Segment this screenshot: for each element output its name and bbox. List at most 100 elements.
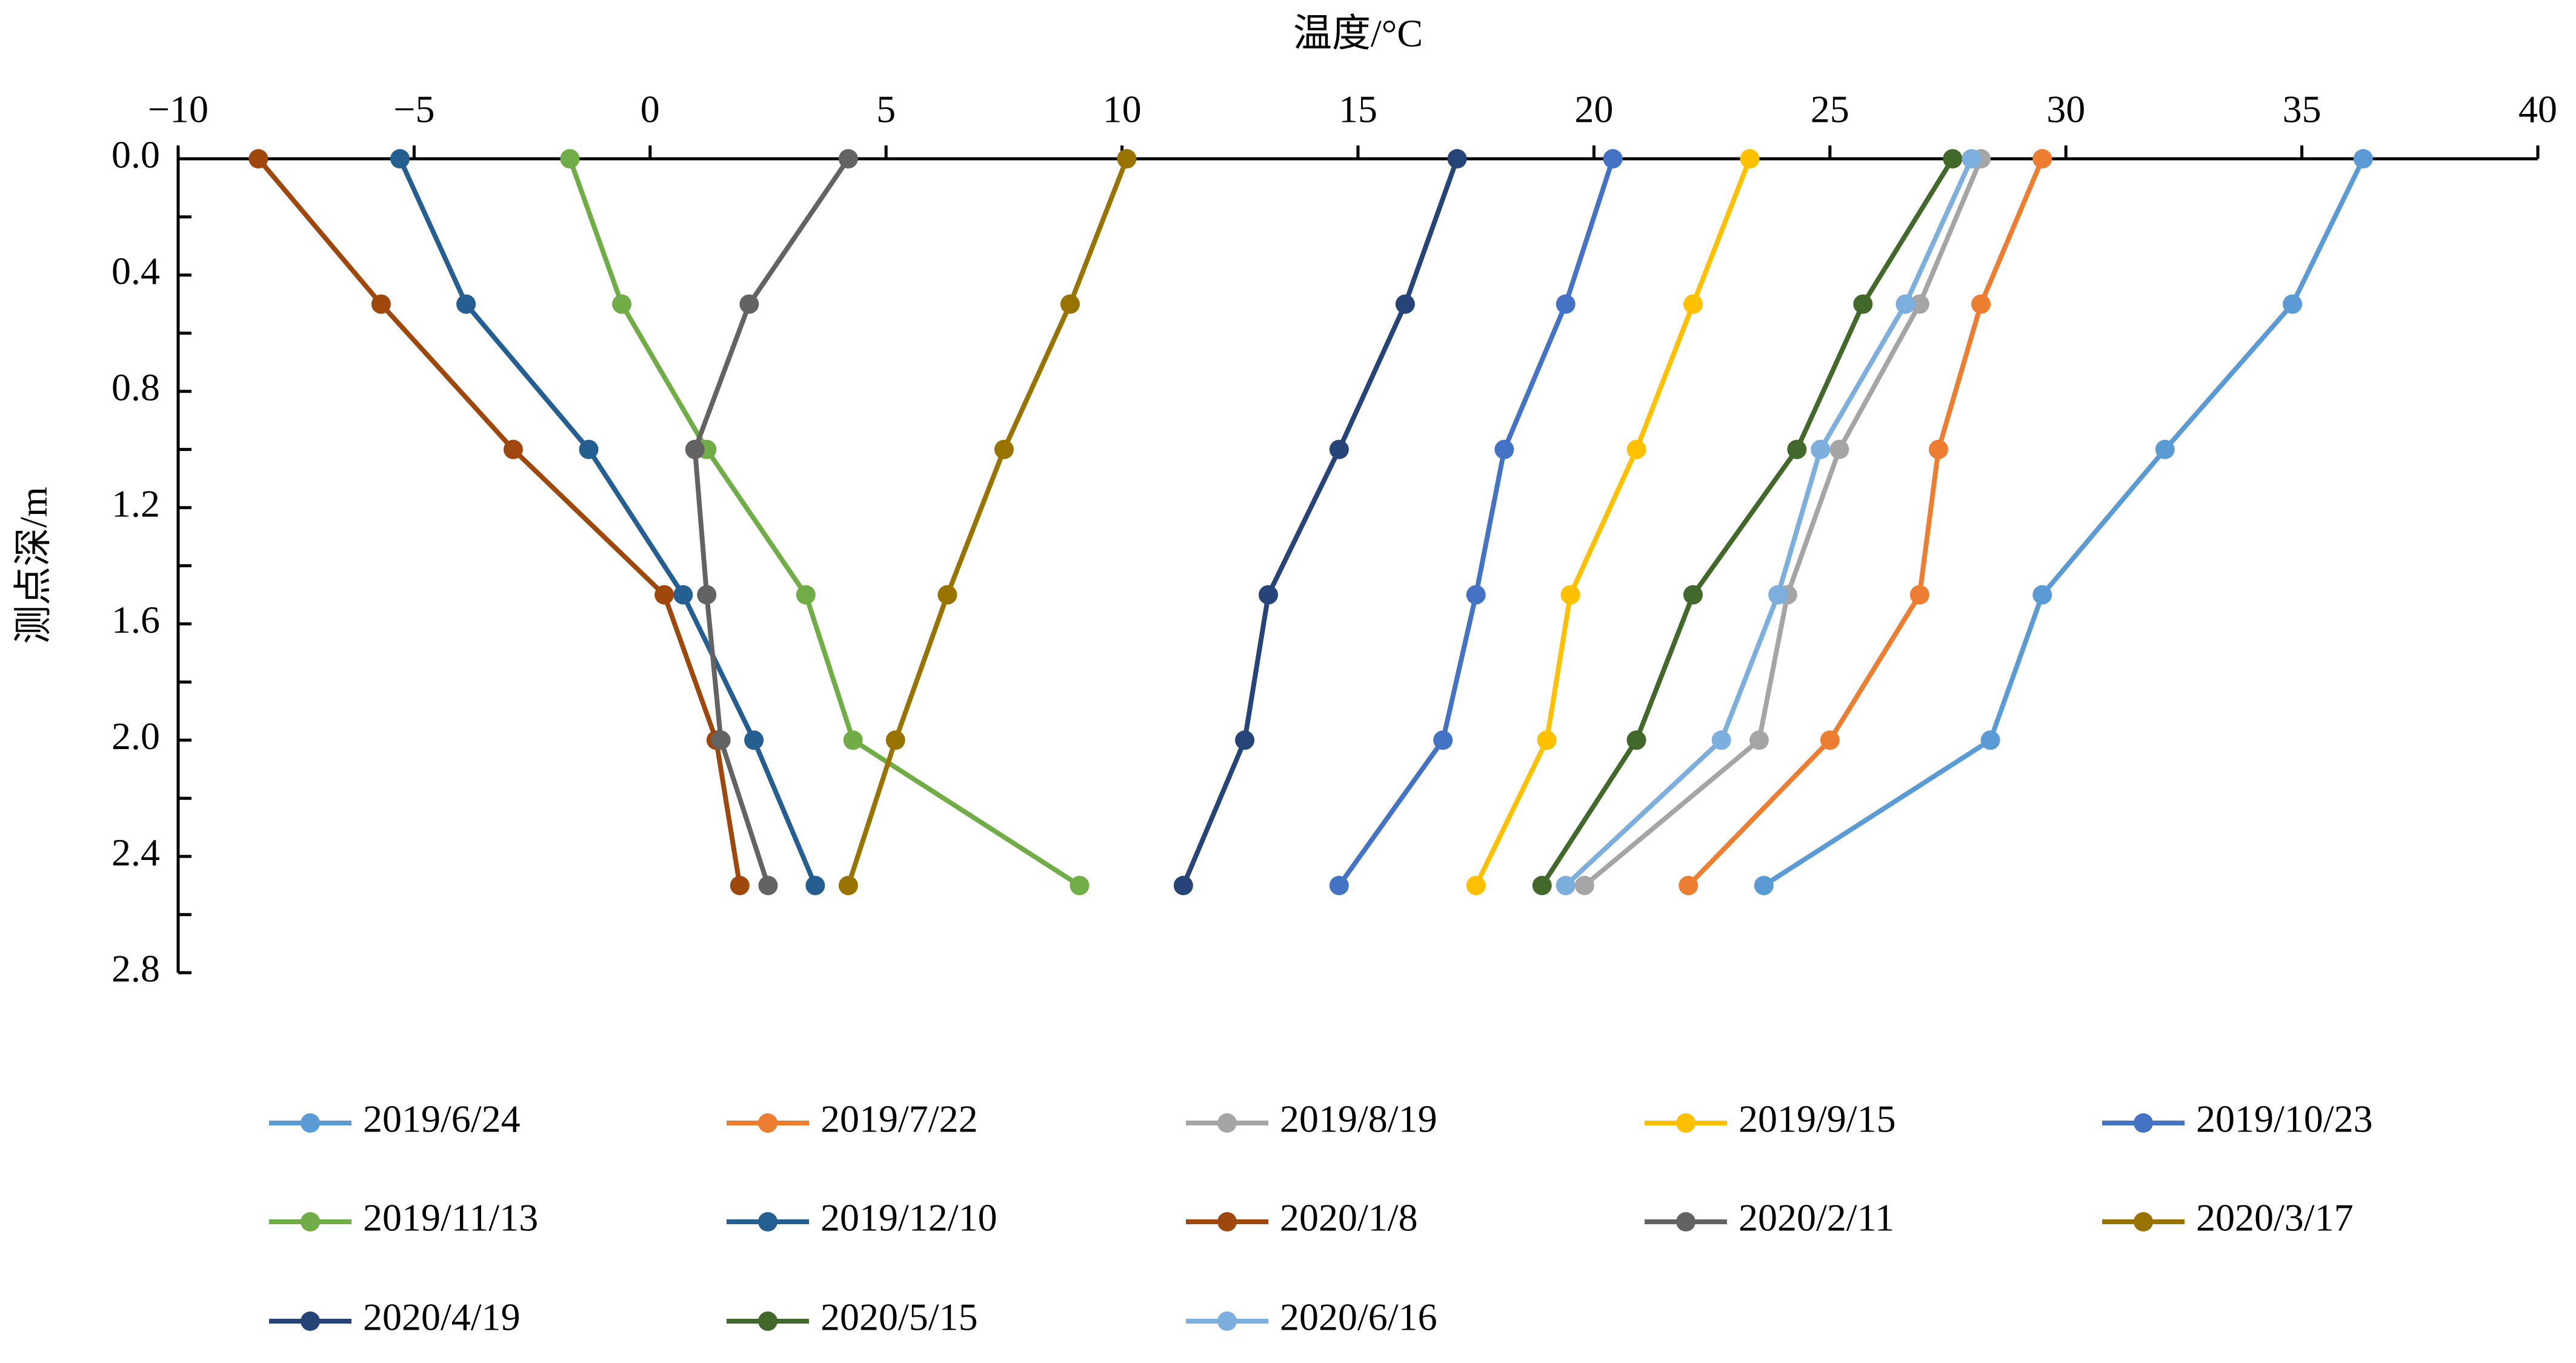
data-point [1395,294,1415,314]
legend-label: 2020/1/8 [1280,1196,1418,1239]
data-point [1556,294,1576,314]
data-point [248,149,268,168]
data-point [1971,294,1991,314]
data-point [838,149,858,168]
legend-label: 2020/3/17 [2196,1196,2354,1239]
data-point [371,294,391,314]
data-point [885,730,905,750]
series-line [846,158,1130,887]
x-tick-label: −5 [393,88,434,131]
y-tick-label: 2.8 [111,947,160,990]
legend-swatch-marker [758,1311,777,1331]
legend-swatch-marker [301,1113,320,1133]
legend-swatch-marker [1676,1113,1696,1133]
data-point [1574,876,1594,896]
data-point [1603,149,1623,168]
series-line [1563,158,1974,888]
legend-swatch-marker [301,1212,320,1231]
series-line [567,158,1081,888]
data-point [1537,730,1557,750]
x-tick-label: 25 [1811,88,1849,131]
data-point [1626,730,1646,750]
data-point [1117,149,1137,168]
data-point [937,585,957,605]
series-line [692,157,851,887]
data-point [711,730,731,750]
data-point [560,149,580,168]
y-tick-label: 0.4 [111,250,160,293]
data-point [1679,876,1699,896]
data-point [697,585,717,605]
data-point [1433,730,1453,750]
data-point [1466,876,1486,896]
data-point [1060,294,1080,314]
data-point [390,149,410,168]
y-tick-label: 1.2 [111,482,160,525]
legend-label: 2019/12/10 [820,1196,997,1239]
data-point [744,730,764,750]
series-line [1540,157,1955,887]
data-point [739,294,759,314]
legend-label: 2019/8/19 [1280,1098,1437,1141]
data-point [1962,149,1982,168]
data-point [796,585,816,605]
data-point [758,876,778,896]
legend-swatch-marker [1217,1113,1237,1133]
data-point [1943,149,1963,168]
data-point [1532,876,1552,896]
data-point [1740,149,1760,168]
legend-swatch-marker [2134,1113,2153,1133]
legend-label: 2019/11/13 [363,1196,538,1239]
legend-label: 2019/9/15 [1739,1098,1896,1141]
data-point [1768,585,1788,605]
x-tick-label: −10 [148,88,208,131]
x-tick-label: 35 [2283,88,2321,131]
data-point [1787,439,1807,459]
legend-swatch-marker [758,1212,777,1231]
data-point [2032,149,2052,168]
data-point [1259,585,1279,605]
data-point [1928,439,1948,459]
data-point [1820,730,1840,750]
legend-label: 2019/7/22 [820,1098,978,1141]
data-point [1829,439,1849,459]
data-point [1909,294,1929,314]
data-point [579,439,599,459]
data-point [1909,585,1929,605]
y-tick-label: 2.0 [111,715,160,758]
data-point [2032,585,2052,605]
data-point [1754,876,1774,896]
series-line [1181,158,1460,887]
data-point [456,294,476,314]
x-tick-label: 0 [641,88,660,131]
data-point [2283,294,2303,314]
y-tick-label: 0.8 [111,365,160,408]
data-point [1980,730,2000,750]
y-tick-label: 2.4 [111,831,160,874]
data-point [1494,439,1514,459]
legend-label: 2019/10/23 [2196,1098,2373,1141]
data-point [503,439,523,459]
series-line [1686,158,2045,887]
data-point [612,294,632,314]
data-point [838,876,858,896]
data-point [1329,876,1349,896]
x-tick-label: 15 [1339,88,1377,131]
legend-swatch-marker [1676,1212,1696,1231]
x-tick-label: 20 [1574,88,1613,131]
legend-label: 2020/2/11 [1739,1196,1894,1239]
data-point [1070,876,1090,896]
x-tick-label: 5 [876,88,896,131]
data-point [994,439,1014,459]
legend-label: 2020/6/16 [1280,1296,1437,1339]
x-tick-label: 30 [2046,88,2085,131]
data-point [1683,585,1703,605]
legend-label: 2020/5/15 [820,1296,978,1339]
legend-label: 2020/4/19 [363,1296,521,1339]
data-point [1235,730,1255,750]
series-line [1337,158,1616,887]
data-point [730,876,750,896]
x-axis-title: 温度/°C [1293,12,1423,55]
legend-swatch-marker [1217,1212,1237,1231]
